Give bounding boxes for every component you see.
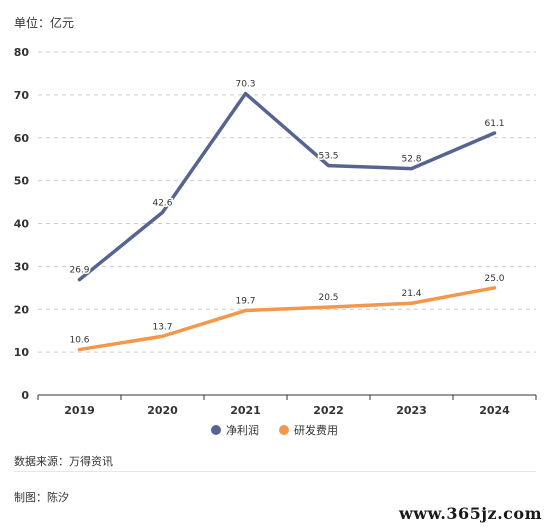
y-axis-ticks: 0 10 20 30 40 50 60 70 80 <box>14 46 30 402</box>
x-tick-label: 2019 <box>64 404 95 417</box>
data-labels: 26.9 42.6 70.3 53.5 52.8 61.1 10.6 13.7 19.7 20.5… <box>68 78 506 347</box>
x-tick-label: 2024 <box>479 404 510 417</box>
data-point <box>244 92 247 96</box>
data-label: 20.5 <box>318 293 338 303</box>
grid-lines <box>38 51 536 353</box>
data-point <box>327 164 330 168</box>
data-point <box>410 301 413 305</box>
y-tick-label: 80 <box>14 46 30 59</box>
data-point <box>78 348 81 352</box>
y-tick-label: 20 <box>14 303 30 316</box>
data-label: 13.7 <box>152 322 172 332</box>
series-line-1 <box>77 286 497 352</box>
data-label: 21.4 <box>401 289 421 299</box>
series-lines <box>77 91 497 352</box>
watermark: www.365jz.com <box>399 504 542 523</box>
data-label: 61.1 <box>484 119 504 129</box>
legend-label: 净利润 <box>226 423 259 437</box>
divider <box>14 471 536 472</box>
data-point <box>493 131 496 135</box>
data-label: 52.8 <box>401 155 421 165</box>
x-tick-label: 2021 <box>230 404 261 417</box>
x-tick-label: 2022 <box>313 404 344 417</box>
y-tick-label: 50 <box>14 175 30 188</box>
data-point <box>410 167 413 171</box>
y-tick-label: 10 <box>14 346 30 359</box>
x-tick-label: 2023 <box>396 404 427 417</box>
y-tick-label: 70 <box>14 89 30 102</box>
y-tick-label: 0 <box>21 389 29 402</box>
legend-label: 研发费用 <box>294 423 338 437</box>
x-axis-ticks: 2019 2020 2021 2022 2023 2024 <box>37 394 537 417</box>
data-point <box>78 278 81 282</box>
data-point <box>161 210 164 214</box>
y-tick-label: 30 <box>14 260 30 273</box>
data-point <box>244 309 247 313</box>
y-tick-label: 60 <box>14 132 30 145</box>
source-label: 数据来源：万得资讯 <box>14 455 113 468</box>
data-point <box>327 305 330 309</box>
data-label: 26.9 <box>69 266 89 276</box>
data-point <box>161 334 164 338</box>
series-line-0 <box>77 91 497 282</box>
data-label: 70.3 <box>235 80 255 90</box>
legend-marker <box>279 425 289 435</box>
data-label: 10.6 <box>69 336 89 346</box>
legend: 净利润 研发费用 <box>211 423 338 437</box>
data-point <box>493 286 496 290</box>
unit-label: 单位：亿元 <box>14 16 75 30</box>
data-label: 53.5 <box>318 152 338 162</box>
data-label: 19.7 <box>235 297 255 307</box>
legend-marker <box>211 425 221 435</box>
author-label: 制图：陈汐 <box>14 491 69 504</box>
x-tick-label: 2020 <box>147 404 178 417</box>
data-label: 42.6 <box>152 198 172 208</box>
data-label: 25.0 <box>484 274 504 284</box>
y-tick-label: 40 <box>14 218 30 231</box>
